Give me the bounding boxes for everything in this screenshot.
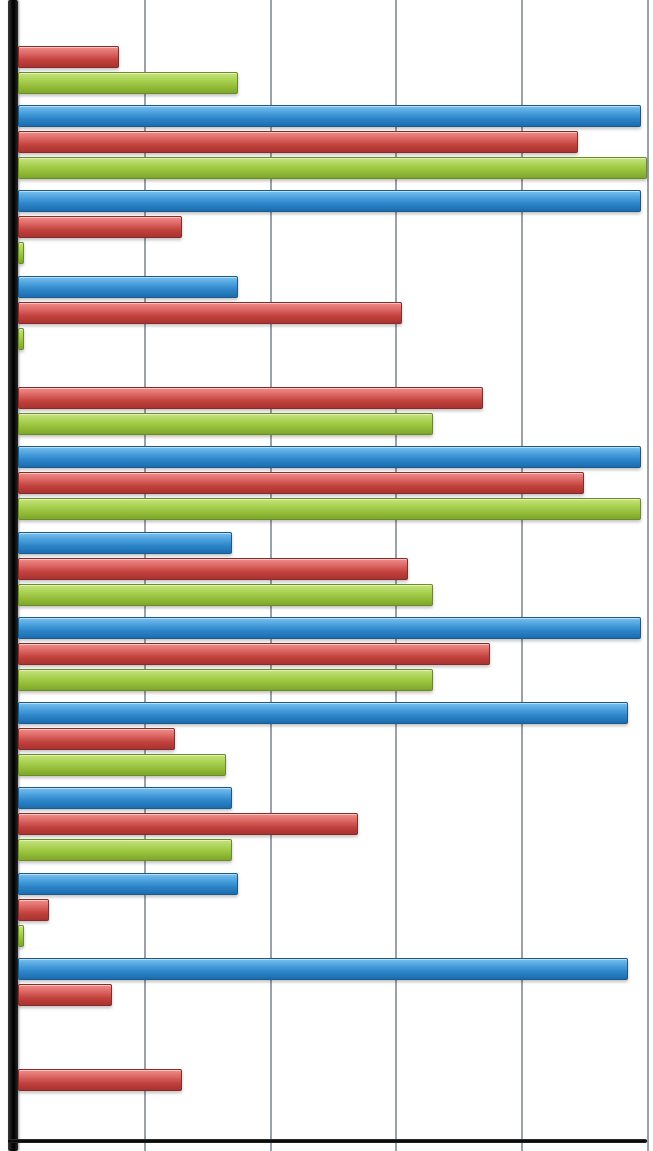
bar-s2 [18,899,49,921]
bar-s3 [18,925,24,947]
bar-s1 [18,958,628,980]
bar-group [18,873,647,947]
plot-area [0,0,653,1151]
bar-s3 [18,413,433,435]
bar-group [18,1043,647,1117]
bar-s3 [18,72,238,94]
bar-s1 [18,702,628,724]
bars-container [18,14,647,1123]
bar-s3 [18,584,433,606]
bar-s2 [18,131,578,153]
bar-s2 [18,558,408,580]
bar-s1 [18,532,232,554]
bar-s2 [18,302,402,324]
bar-s3 [18,242,24,264]
bar-s1 [18,190,641,212]
bar-s2 [18,46,119,68]
bar-s1 [18,276,238,298]
bar-group [18,361,647,435]
bar-s1 [18,446,641,468]
y-axis-bar [8,0,18,1151]
bar-s2 [18,643,490,665]
bar-group [18,105,647,179]
bar-s3 [18,839,232,861]
bar-group [18,20,647,94]
bar-s1 [18,617,641,639]
bar-s2 [18,472,584,494]
bar-s3 [18,754,226,776]
bar-s1 [18,873,238,895]
horizontal-grouped-bar-chart [0,0,653,1151]
bar-s2 [18,984,112,1006]
bar-s1 [18,105,641,127]
bar-s2 [18,216,182,238]
bar-group [18,446,647,520]
bar-s2 [18,813,358,835]
bar-group [18,617,647,691]
bar-s3 [18,157,647,179]
bar-s2 [18,387,483,409]
bar-group [18,702,647,776]
bar-group [18,787,647,861]
gridline [647,0,649,1151]
bar-s2 [18,1069,182,1091]
bar-s3 [18,498,641,520]
bar-group [18,532,647,606]
bar-group [18,276,647,350]
bar-group [18,190,647,264]
x-axis-baseline [8,1139,647,1143]
bar-group [18,958,647,1032]
bar-s3 [18,669,433,691]
bar-s2 [18,728,175,750]
bar-s3 [18,328,24,350]
bar-s1 [18,787,232,809]
